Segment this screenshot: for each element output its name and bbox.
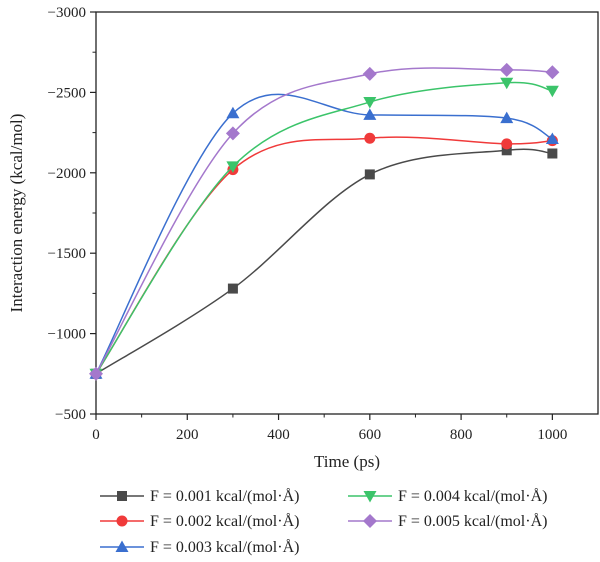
legend-label-2: F = 0.003 kcal/(mol·Å) [150, 538, 299, 556]
y-tick-label: −3000 [48, 5, 86, 21]
y-tick-label: −2000 [48, 166, 86, 182]
data-point [500, 77, 514, 90]
legend-marker-4 [363, 514, 377, 528]
series-layer [89, 62, 560, 381]
data-point [226, 106, 240, 119]
data-point [501, 145, 512, 156]
data-point [500, 111, 514, 124]
series-1 [90, 132, 558, 380]
y-tick-label: −500 [55, 407, 86, 423]
legend-label-0: F = 0.001 kcal/(mol·Å) [150, 487, 299, 505]
x-tick-label: 600 [359, 427, 382, 443]
x-tick-label: 200 [176, 427, 199, 443]
series-line [95, 136, 553, 375]
x-tick-label: 800 [450, 427, 473, 443]
legend-marker-1 [116, 515, 128, 527]
x-tick-label: 0 [92, 427, 100, 443]
data-point [362, 66, 377, 81]
series-line [95, 81, 553, 375]
data-point [364, 132, 376, 144]
data-point [547, 148, 558, 159]
series-line [95, 93, 553, 375]
x-tick-label: 1000 [537, 427, 567, 443]
series-3 [89, 77, 559, 381]
legend-label-1: F = 0.002 kcal/(mol·Å) [150, 512, 299, 530]
x-axis-title: Time (ps) [314, 452, 380, 471]
y-tick-label: −1000 [48, 327, 86, 343]
y-axis-title: Interaction energy (kcal/mol) [7, 114, 26, 313]
legend-marker-2 [115, 540, 129, 552]
data-point [226, 161, 240, 173]
data-point [499, 62, 514, 77]
data-point [545, 85, 559, 98]
series-2 [89, 93, 559, 379]
data-point [225, 126, 240, 141]
data-point [227, 283, 238, 294]
data-point [545, 132, 559, 145]
data-point [364, 169, 375, 180]
legend-marker-0 [117, 491, 127, 501]
data-point [363, 97, 377, 109]
legend: F = 0.001 kcal/(mol·Å) F = 0.002 kcal/(m… [100, 487, 547, 556]
series-line [95, 67, 553, 375]
x-tick-label: 400 [267, 427, 290, 443]
legend-label-3: F = 0.004 kcal/(mol·Å) [398, 487, 547, 505]
legend-label-4: F = 0.005 kcal/(mol·Å) [398, 512, 547, 530]
data-point [545, 65, 560, 80]
data-point [363, 108, 377, 120]
legend-marker-3 [363, 491, 377, 503]
data-point [501, 138, 513, 150]
y-tick-label: −1500 [48, 246, 86, 262]
series-0 [91, 145, 558, 379]
x-axis-ticks: 0 200 400 600 800 1000 [92, 414, 567, 443]
y-axis-ticks: −500 −1000 −1500 −2000 −2500 −3000 [48, 5, 96, 423]
y-tick-label: −2500 [48, 85, 86, 101]
data-point [89, 366, 103, 381]
series-4 [89, 62, 560, 381]
